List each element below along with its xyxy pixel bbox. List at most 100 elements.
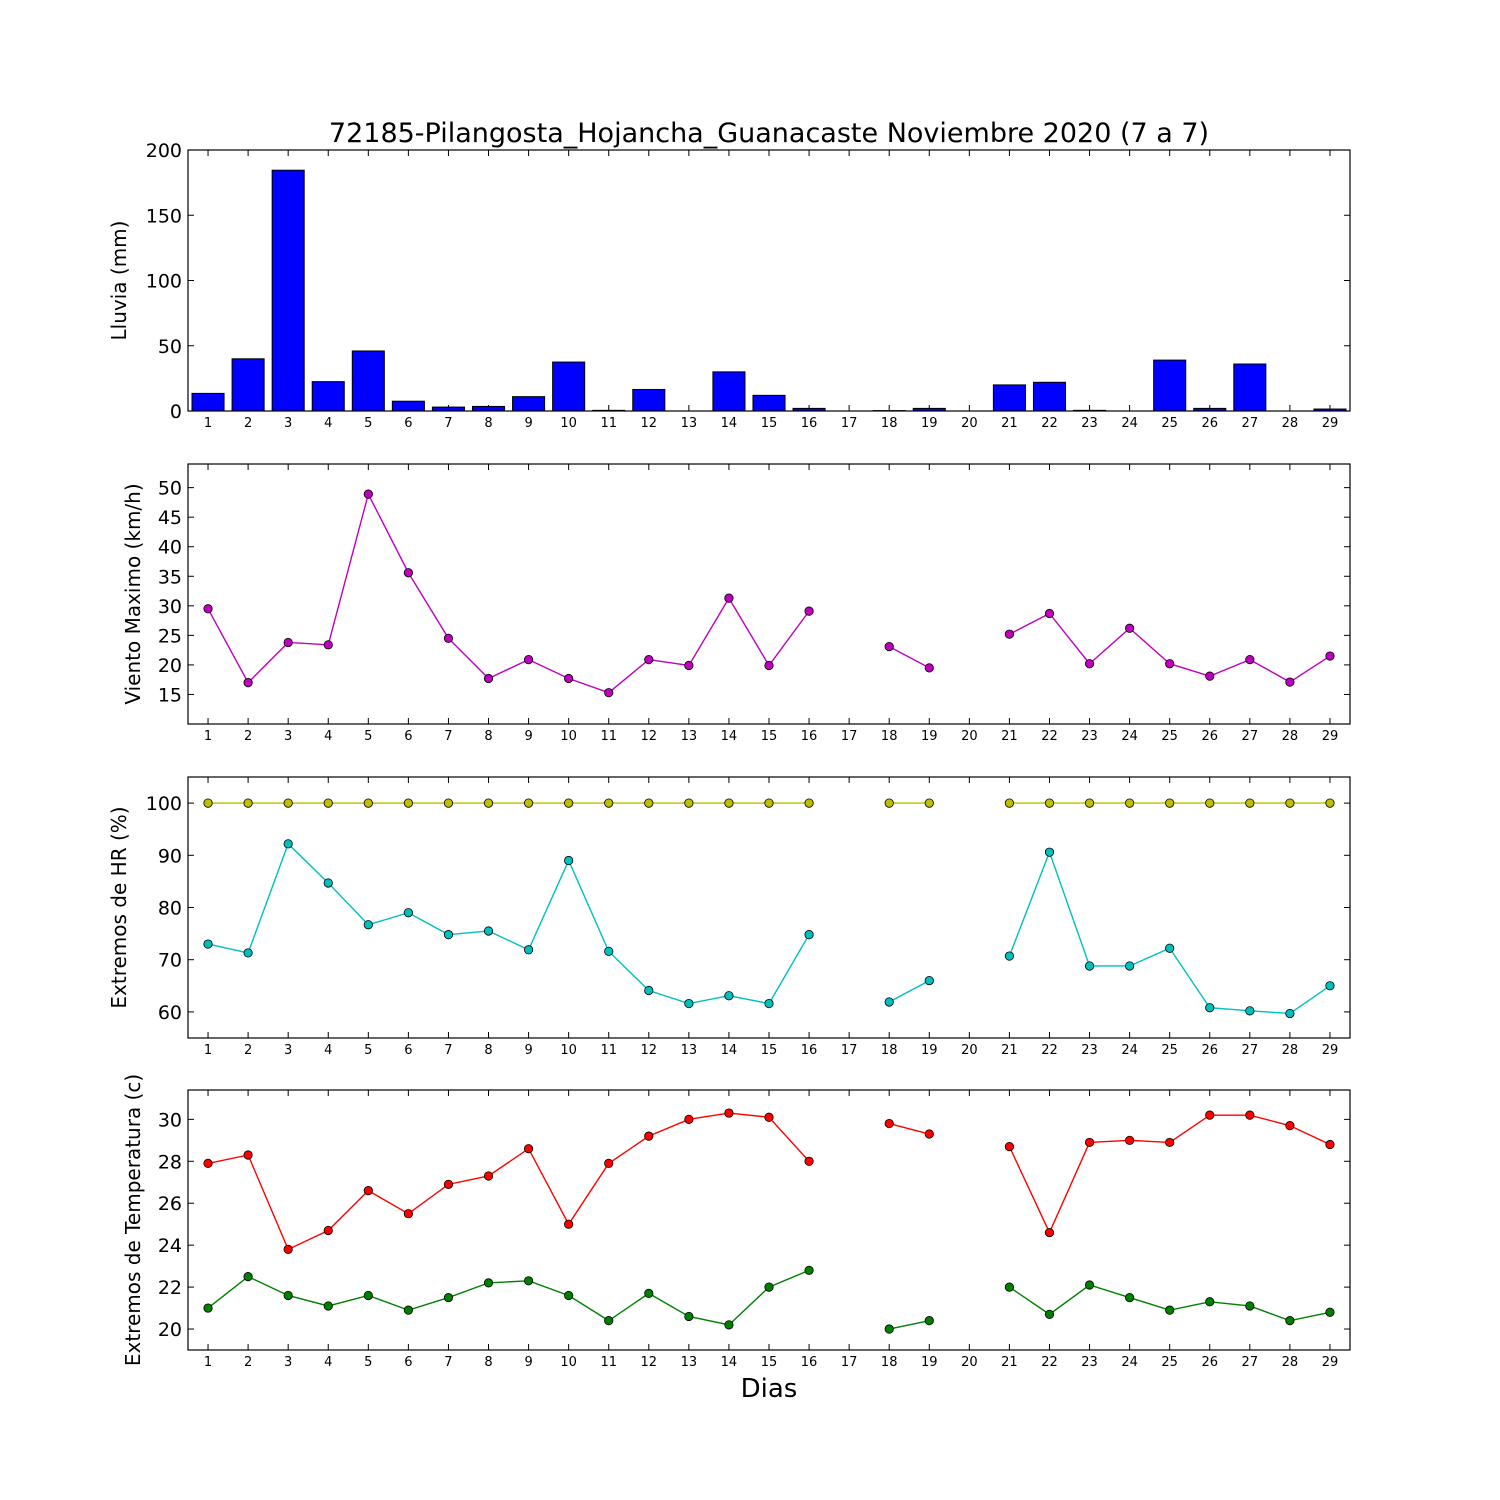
data-point [363,798,373,808]
y-tick-label: 90 [158,845,182,867]
x-tick-label: 14 [721,416,738,431]
rain-bar [1153,359,1187,412]
x-tick-label: 17 [841,416,858,431]
data-point [804,1265,814,1275]
data-point [684,798,694,808]
data-point [1205,798,1215,808]
x-tick-label: 29 [1322,1043,1339,1058]
data-point [1285,798,1295,808]
data-point [1205,1110,1215,1120]
x-tick-label: 11 [600,1043,617,1058]
x-tick-label: 8 [484,416,492,431]
x-tick-label: 20 [961,1043,978,1058]
data-point [1084,1137,1095,1148]
data-point [1084,961,1095,971]
data-point [924,798,934,808]
x-tick-label: 23 [1081,729,1098,744]
rain-bar [712,371,746,412]
data-point [1245,1006,1255,1016]
x-tick-label: 11 [600,416,617,431]
data-point [523,1144,534,1154]
x-tick-label: 13 [681,416,698,431]
x-tick-label: 8 [484,729,492,744]
y-tick-label: 50 [158,336,182,358]
x-tick-label: 21 [1001,1043,1018,1058]
data-point [1205,1003,1215,1013]
y-tick-label: 24 [158,1235,182,1257]
plot-frame [187,149,1351,412]
data-point [1325,1307,1335,1317]
x-tick-label: 10 [560,416,577,431]
data-point [243,1150,253,1160]
data-point [924,1129,934,1139]
data-point [604,688,614,698]
x-tick-label: 4 [324,729,332,744]
plot-frame [187,1089,1351,1351]
x-tick-label: 28 [1282,1355,1299,1370]
x-tick-label: 9 [524,729,532,744]
data-point [764,1112,774,1122]
series-line [888,979,930,1003]
data-point [1205,1297,1215,1307]
x-tick-label: 12 [641,1043,658,1058]
x-tick-label: 29 [1322,729,1339,744]
x-tick-label: 13 [681,729,698,744]
data-point [564,1219,574,1229]
data-point [203,798,213,808]
data-point [1004,1142,1015,1152]
x-tick-label: 24 [1121,729,1138,744]
data-point [1205,671,1215,681]
data-point [403,798,413,808]
x-tick-label: 29 [1322,416,1339,431]
data-point [1165,1305,1175,1315]
data-point [1125,961,1135,971]
data-point [1245,654,1255,665]
x-tick-label: 15 [761,1043,778,1058]
data-point [604,946,614,956]
x-tick-label: 5 [364,416,372,431]
data-point [1044,1309,1055,1319]
data-point [203,604,213,614]
data-point [884,1324,894,1334]
x-tick-label: 2 [244,1355,252,1370]
data-point [1125,1292,1135,1303]
x-tick-label: 20 [961,416,978,431]
series-line [889,1319,930,1330]
data-point [443,1179,454,1189]
x-tick-label: 27 [1242,416,1259,431]
data-point [443,798,454,808]
x-tick-label: 19 [921,416,938,431]
x-tick-label: 28 [1282,1043,1299,1058]
x-tick-label: 16 [801,1043,818,1058]
figure-title: 72185-Pilangosta_Hojancha_Guanacaste Nov… [329,118,1209,149]
x-tick-label: 1 [204,416,212,431]
x-tick-label: 20 [961,729,978,744]
x-tick-label: 26 [1201,1355,1218,1370]
data-point [1004,1282,1015,1292]
data-point [403,908,413,918]
data-point [363,489,373,499]
rain-bar [1233,363,1267,412]
data-point [564,855,574,866]
data-point [644,985,654,996]
data-point [363,1290,373,1301]
x-tick-label: 24 [1121,1355,1138,1370]
data-point [283,637,293,648]
data-point [1325,651,1335,661]
x-tick-label: 20 [961,1355,978,1370]
data-point [684,1114,694,1124]
x-tick-label: 9 [524,416,532,431]
x-tick-label: 14 [721,729,738,744]
x-axis-label: Dias [741,1374,798,1404]
series-line [207,492,810,694]
rain-bar [1032,381,1067,412]
data-point [243,948,253,958]
data-point [924,975,934,986]
x-tick-label: 2 [244,729,252,744]
